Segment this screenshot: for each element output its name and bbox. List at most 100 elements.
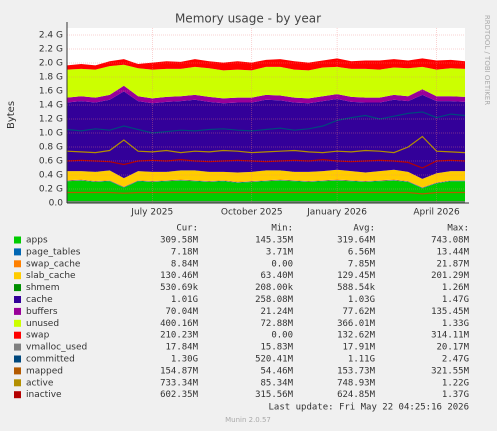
legend-stat: 20.17M xyxy=(436,343,469,353)
legend-stat: 70.04M xyxy=(165,307,198,317)
y-tick-label: 0.4 G xyxy=(39,171,63,181)
legend-stat: 1.30G xyxy=(171,355,198,365)
legend-stat: 366.01M xyxy=(337,319,376,329)
legend-stat: 602.35M xyxy=(160,390,199,400)
legend-stat: 3.71M xyxy=(266,247,294,257)
legend-name: page_tables xyxy=(26,247,81,257)
legend-swatch xyxy=(14,248,21,256)
x-tick-label: October 2025 xyxy=(221,208,283,218)
legend-stat: 748.93M xyxy=(337,378,376,388)
version: Munin 2.0.57 xyxy=(225,416,271,424)
legend-stat: 1.03G xyxy=(348,295,375,305)
y-tick-label: 1.8 G xyxy=(39,73,63,83)
y-tick-label: 0.8 G xyxy=(39,143,63,153)
legend-name: mapped xyxy=(26,366,63,376)
legend-stat: 321.55M xyxy=(431,366,470,376)
legend-name: committed xyxy=(26,355,75,365)
x-tick-label: July 2025 xyxy=(130,208,173,218)
legend-name: swap xyxy=(26,331,50,341)
legend-swatch xyxy=(14,331,21,339)
legend-swatch xyxy=(14,391,21,399)
area xyxy=(67,180,465,203)
legend-name: shmem xyxy=(26,283,59,293)
legend-stat: 588.54k xyxy=(337,283,376,293)
line xyxy=(67,191,465,195)
legend-stat: 733.34M xyxy=(160,378,199,388)
legend-swatch xyxy=(14,260,21,268)
legend-stat: 314.11M xyxy=(431,331,470,341)
legend-swatch xyxy=(14,319,21,327)
legend-name: unused xyxy=(26,319,59,329)
legend-swatch xyxy=(14,307,21,315)
legend-stat: 13.44M xyxy=(436,247,469,257)
legend-stat: 201.29M xyxy=(431,271,470,281)
legend-stat: 63.40M xyxy=(260,271,293,281)
legend-name: cache xyxy=(26,295,53,305)
legend-stat: 2.47G xyxy=(442,355,469,365)
watermark: RRDTOOL / TOBI OETIKER xyxy=(483,15,491,105)
area xyxy=(67,64,465,99)
legend-stat: 7.85M xyxy=(348,259,376,269)
legend-swatch xyxy=(14,343,21,351)
y-tick-label: 2.0 G xyxy=(39,59,63,69)
y-tick-label: 1.4 G xyxy=(39,101,63,111)
area xyxy=(67,85,465,104)
x-tick-label: January 2026 xyxy=(306,208,367,218)
legend-stat: 145.35M xyxy=(255,236,294,246)
legend-stat: 624.85M xyxy=(337,390,376,400)
y-tick-label: 0.6 G xyxy=(39,157,63,167)
legend-stat: 743.08M xyxy=(431,236,470,246)
legend-swatch xyxy=(14,272,21,280)
legend-stat: 85.34M xyxy=(260,378,293,388)
legend-stat: 21.24M xyxy=(260,307,293,317)
legend-swatch xyxy=(14,284,21,292)
legend-stat: 530.69k xyxy=(160,283,199,293)
legend-stat: 309.58M xyxy=(160,236,199,246)
chart-title: Memory usage - by year xyxy=(175,12,321,26)
legend-stat: 1.37G xyxy=(442,390,469,400)
line xyxy=(66,158,466,169)
y-tick-label: 1.6 G xyxy=(39,87,63,97)
area xyxy=(67,58,465,71)
y-tick-label: 0.2 G xyxy=(39,185,63,195)
legend-stat: 1.01G xyxy=(171,295,198,305)
legend-stat: 17.91M xyxy=(342,343,375,353)
legend-stat: 130.46M xyxy=(160,271,199,281)
x-tick-label: April 2026 xyxy=(413,208,460,218)
legend-swatch xyxy=(14,379,21,387)
legend-stat: 319.64M xyxy=(337,236,376,246)
legend-stat: 17.84M xyxy=(165,343,198,353)
y-tick-label: 2.4 G xyxy=(39,31,63,41)
y-axis-label: Bytes xyxy=(6,101,17,129)
legend-stat: 1.33G xyxy=(442,319,469,329)
legend-name: vmalloc_used xyxy=(26,343,87,353)
legend-stat: 6.56M xyxy=(348,247,376,257)
legend-stat: 154.87M xyxy=(160,366,199,376)
y-tick-label: 1.0 G xyxy=(39,129,63,139)
legend-stat: 21.87M xyxy=(436,259,469,269)
legend-stat: 1.26M xyxy=(442,283,470,293)
legend-swatch xyxy=(14,355,21,363)
y-tick-label: 2.2 G xyxy=(39,45,63,55)
legend-swatch xyxy=(14,367,21,375)
legend-name: active xyxy=(26,378,54,388)
legend-swatch xyxy=(14,296,21,303)
y-tick-label: 1.2 G xyxy=(39,115,63,125)
last-update: Last update: Fri May 22 04:25:16 2026 xyxy=(269,403,469,413)
legend-stat: 72.88M xyxy=(260,319,293,329)
legend-stat: 208.00k xyxy=(255,283,294,293)
legend-stat: 1.11G xyxy=(348,355,375,365)
legend-stat: 129.45M xyxy=(337,271,376,281)
legend-stat: 135.45M xyxy=(431,307,470,317)
legend-name: slab_cache xyxy=(26,271,76,281)
legend-header: Cur: xyxy=(176,224,198,234)
legend-swatch xyxy=(14,236,21,244)
legend-stat: 0.00 xyxy=(271,259,293,269)
legend-stat: 1.47G xyxy=(442,295,469,305)
legend-stat: 400.16M xyxy=(160,319,199,329)
legend-stat: 132.62M xyxy=(337,331,376,341)
legend-name: apps xyxy=(26,236,48,246)
legend-header: Min: xyxy=(271,224,293,234)
legend-stat: 54.46M xyxy=(260,366,293,376)
legend-stat: 0.00 xyxy=(271,331,293,341)
